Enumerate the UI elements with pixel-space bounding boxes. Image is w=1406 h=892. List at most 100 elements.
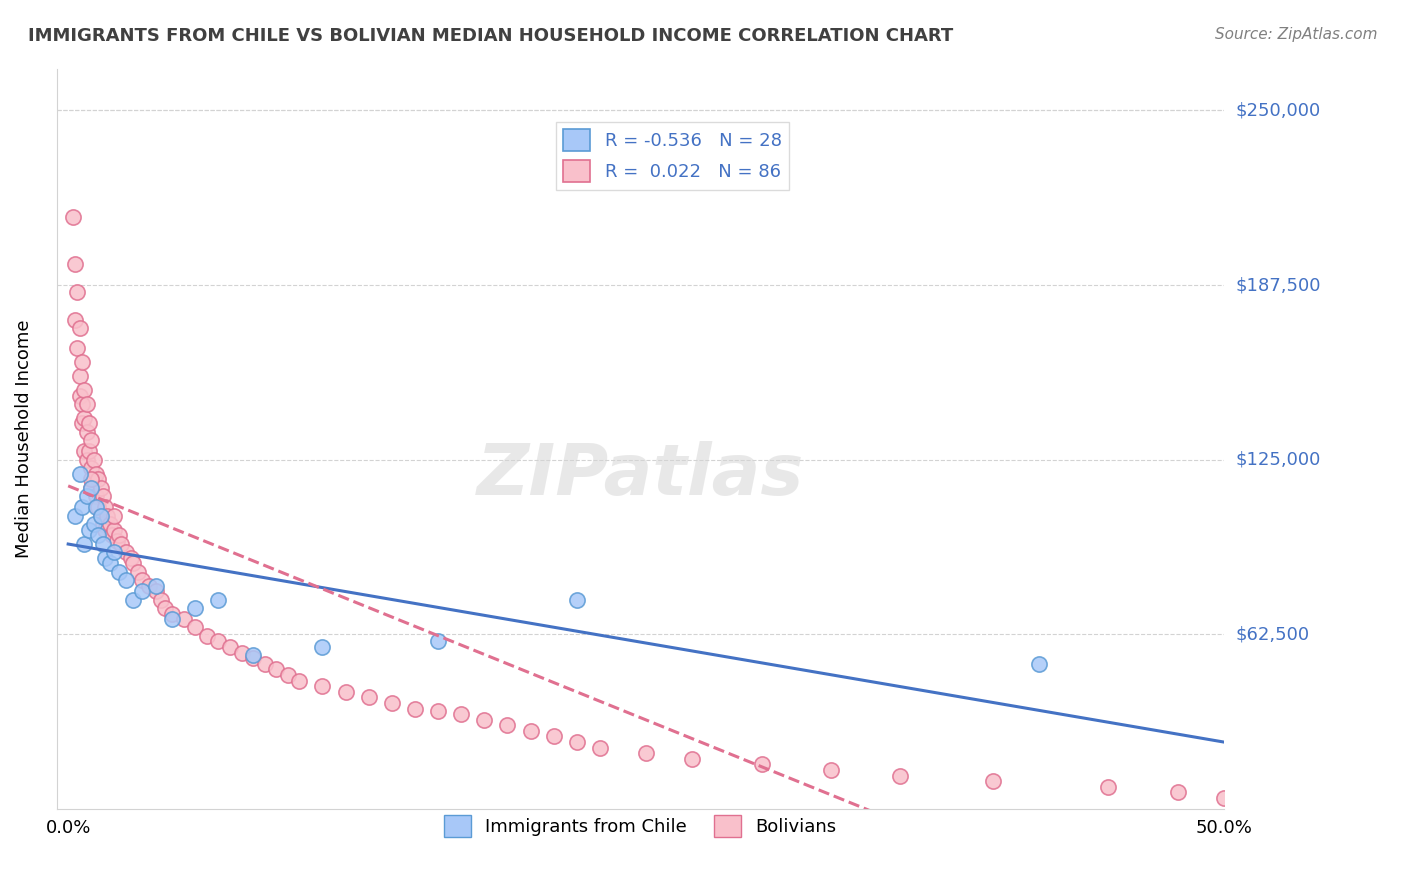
Point [335,685,357,699]
Point [472,713,495,727]
Text: $187,500: $187,500 [1236,277,1320,294]
Point [242,651,264,665]
Point [84,489,107,503]
Point [207,592,229,607]
Point [131,584,153,599]
Point [94,500,117,515]
Point [207,634,229,648]
Point [70,417,93,431]
Point [184,601,207,615]
Point [63,257,86,271]
Point [84,500,107,515]
Point [115,573,138,587]
Point [66,341,89,355]
Point [1028,657,1050,671]
Point [103,508,125,523]
Point [77,523,100,537]
Point [184,620,207,634]
Point [69,388,91,402]
Point [105,533,128,548]
Point [589,740,612,755]
Point [145,578,167,592]
Point [110,536,132,550]
Point [981,774,1004,789]
Point [889,769,911,783]
Point [73,536,96,550]
Legend: Immigrants from Chile, Bolivians: Immigrants from Chile, Bolivians [437,808,844,845]
Point [543,730,565,744]
Point [76,425,98,439]
Point [80,472,103,486]
Point [80,461,103,475]
Point [131,573,153,587]
Point [84,467,107,481]
Point [87,472,110,486]
Point [751,757,773,772]
Point [80,481,103,495]
Point [90,508,112,523]
Point [231,646,253,660]
Point [127,565,149,579]
Point [94,550,117,565]
Point [1167,785,1189,799]
Point [70,355,93,369]
Point [70,500,93,515]
Point [636,746,658,760]
Point [103,523,125,537]
Point [63,313,86,327]
Text: $250,000: $250,000 [1236,102,1320,120]
Text: $62,500: $62,500 [1236,625,1309,643]
Point [427,704,450,718]
Point [103,545,125,559]
Point [76,452,98,467]
Point [264,662,287,676]
Point [155,601,177,615]
Point [63,508,86,523]
Point [98,556,121,570]
Point [357,690,380,705]
Point [122,592,145,607]
Point [820,763,842,777]
Text: ZIPatlas: ZIPatlas [477,442,804,510]
Point [91,489,114,503]
Point [565,735,588,749]
Point [173,612,195,626]
Point [519,723,541,738]
Point [62,210,84,224]
Point [87,500,110,515]
Point [404,701,426,715]
Point [253,657,276,671]
Point [288,673,311,688]
Point [66,285,89,299]
Point [76,397,98,411]
Point [277,668,299,682]
Point [496,718,519,732]
Point [160,612,183,626]
Point [219,640,242,654]
Point [77,417,100,431]
Point [138,578,160,592]
Point [108,528,131,542]
Point [80,481,103,495]
Point [149,592,172,607]
Point [91,517,114,532]
Point [681,752,703,766]
Point [381,696,404,710]
Point [1097,780,1119,794]
Point [90,508,112,523]
Point [145,584,167,599]
Point [108,565,131,579]
Point [87,528,110,542]
Text: IMMIGRANTS FROM CHILE VS BOLIVIAN MEDIAN HOUSEHOLD INCOME CORRELATION CHART: IMMIGRANTS FROM CHILE VS BOLIVIAN MEDIAN… [28,27,953,45]
Point [73,410,96,425]
Point [83,517,105,532]
Point [160,607,183,621]
Point [90,481,112,495]
Point [76,489,98,503]
Text: $125,000: $125,000 [1236,450,1320,469]
Point [311,679,333,693]
Point [77,444,100,458]
Point [83,472,105,486]
Point [427,634,450,648]
Point [83,452,105,467]
